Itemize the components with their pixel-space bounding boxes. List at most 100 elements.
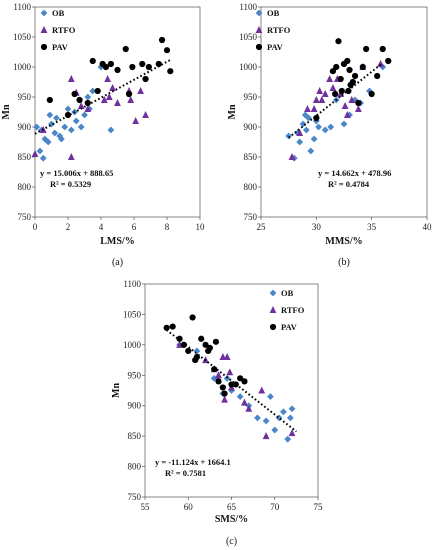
data-point-rtfo <box>137 87 144 94</box>
data-point-pav <box>125 90 133 98</box>
x-tick-label: 70 <box>270 502 280 512</box>
data-point-ob <box>33 123 41 131</box>
data-point-ob <box>61 123 69 131</box>
data-point-pav <box>89 57 96 65</box>
data-point-rtfo <box>221 395 228 403</box>
data-point-rtfo <box>109 84 116 91</box>
data-point-pav <box>198 335 205 342</box>
data-point-ob <box>301 111 309 119</box>
plot-area-border <box>34 6 201 218</box>
trend-equation: y = -11.124x + 1664.1 <box>155 457 231 467</box>
trendline <box>34 59 171 135</box>
data-point-rtfo <box>341 102 349 109</box>
data-point-ob <box>107 126 115 134</box>
panel-caption: (a) <box>112 257 123 268</box>
data-point-rtfo <box>31 150 39 157</box>
data-point-pav <box>169 323 176 330</box>
data-point-rtfo <box>258 386 266 394</box>
data-point-ob <box>267 393 274 400</box>
data-point-pav <box>163 324 170 331</box>
data-point-ob <box>310 135 318 143</box>
data-point-pav <box>359 63 366 71</box>
data-point-ob <box>36 147 44 155</box>
y-tick-label: 1100 <box>123 279 141 289</box>
data-point-ob <box>315 123 322 131</box>
y-tick-label: 1050 <box>13 32 32 42</box>
data-point-ob <box>327 123 335 131</box>
x-tick-label: 10 <box>196 222 206 232</box>
y-tick-label: 800 <box>128 462 142 472</box>
data-point-pav <box>237 375 244 382</box>
panel-caption: (c) <box>226 536 237 547</box>
data-point-ob <box>228 387 235 394</box>
data-point-rtfo <box>318 96 326 103</box>
data-point-ob <box>193 347 201 355</box>
data-point-ob <box>39 154 47 162</box>
x-axis-label: LMS/% <box>100 236 134 247</box>
legend-marker-rtfo <box>269 306 277 313</box>
trend-equation: y = 15.006x + 888.65 <box>40 168 113 178</box>
data-point-pav <box>329 68 337 75</box>
r-squared: R² = 0.5329 <box>50 179 91 189</box>
y-tick-label: 950 <box>244 92 258 102</box>
data-point-pav <box>347 81 354 89</box>
y-tick-label: 1000 <box>13 62 32 72</box>
data-point-ob <box>58 135 65 143</box>
legend-label-ob: OB <box>281 288 294 298</box>
data-point-rtfo <box>296 129 304 136</box>
y-tick-label: 1050 <box>239 32 258 42</box>
data-point-pav <box>167 68 174 75</box>
data-point-rtfo <box>288 429 296 437</box>
x-tick-label: 4 <box>99 222 104 232</box>
data-point-ob <box>321 126 329 134</box>
data-point-pav <box>158 36 166 44</box>
data-point-ob <box>288 405 296 413</box>
legend-label-ob: OB <box>267 8 280 18</box>
x-axis-label: SMS/% <box>215 514 248 525</box>
data-point-pav <box>64 111 72 119</box>
legend-marker-pav <box>40 43 48 51</box>
data-point-pav <box>205 347 212 355</box>
y-tick-label: 1100 <box>13 2 31 12</box>
x-tick-label: 30 <box>312 222 322 232</box>
data-point-pav <box>189 314 196 321</box>
data-point-rtfo <box>127 96 135 103</box>
data-point-rtfo <box>348 96 356 103</box>
data-point-pav <box>363 45 370 53</box>
data-point-ob <box>53 114 60 122</box>
data-point-pav <box>192 356 199 364</box>
data-point-pav <box>71 90 78 98</box>
data-point-pav <box>163 47 171 54</box>
data-point-ob <box>285 132 293 140</box>
data-point-rtfo <box>354 105 362 112</box>
data-point-rtfo <box>241 398 248 406</box>
data-point-ob <box>280 408 287 416</box>
data-point-rtfo <box>312 96 320 103</box>
data-point-pav <box>345 87 352 95</box>
data-point-ob <box>271 426 279 434</box>
y-axis-label: Mn <box>111 383 122 398</box>
data-point-pav <box>145 63 152 71</box>
data-point-pav <box>335 38 342 45</box>
data-point-pav <box>76 96 83 104</box>
data-point-rtfo <box>262 432 270 440</box>
data-point-ob <box>299 120 307 128</box>
y-axis-label: Mn <box>227 104 238 119</box>
data-point-ob <box>46 111 54 119</box>
y-tick-label: 1000 <box>239 62 258 72</box>
data-point-pav <box>351 72 359 80</box>
data-point-pav <box>338 87 345 95</box>
data-point-rtfo <box>142 111 149 118</box>
legend-marker-ob <box>40 9 48 17</box>
data-point-pav <box>142 75 149 83</box>
y-tick-label: 1000 <box>123 340 142 350</box>
legend-label-rtfo: RTFO <box>281 305 305 315</box>
trend-equation: y = 14.662x + 478.96 <box>318 168 391 178</box>
data-point-pav <box>385 57 392 65</box>
scatter-chart-a: 750 800 850 900 950 1000 1050 1100 0 2 4 6 8 10 LMS/% M… <box>1 2 205 268</box>
data-point-pav <box>202 341 209 348</box>
data-point-ob <box>302 126 310 134</box>
data-point-pav <box>368 90 375 98</box>
data-point-pav <box>155 60 162 68</box>
